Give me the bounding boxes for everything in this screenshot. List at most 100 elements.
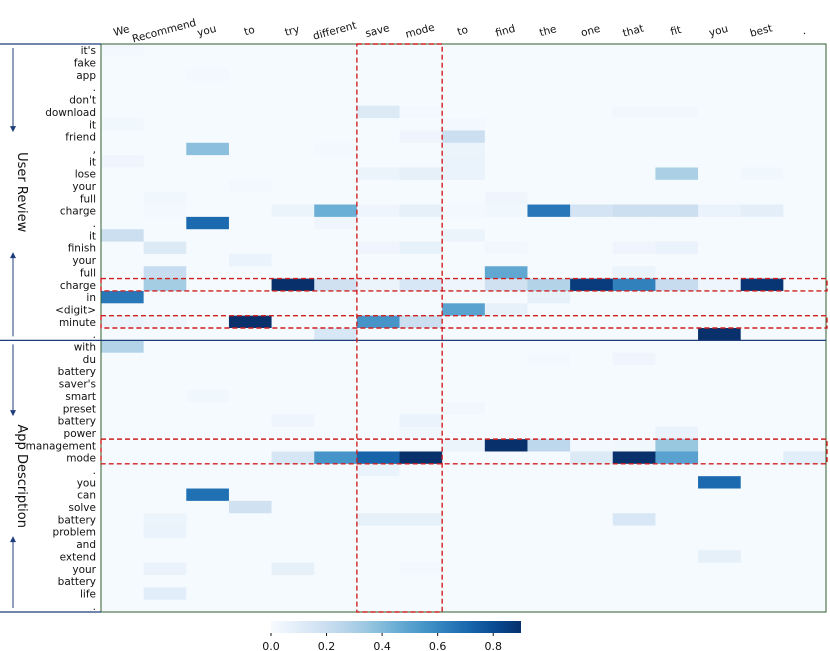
heatmap-cell: [186, 290, 230, 304]
heatmap-cell: [101, 426, 145, 440]
heatmap-cell: [740, 303, 784, 317]
heatmap-cell: [442, 587, 486, 601]
heatmap-cell: [484, 253, 528, 267]
heatmap-cell: [271, 229, 315, 242]
heatmap-cell: [570, 81, 614, 94]
heatmap-cell: [655, 315, 699, 329]
heatmap-cell: [527, 204, 571, 218]
heatmap-cell: [356, 426, 400, 440]
heatmap-cell: [740, 414, 784, 428]
heatmap-cell: [143, 365, 187, 378]
heatmap-cell: [612, 105, 656, 119]
heatmap-cell: [101, 352, 145, 366]
heatmap-cell: [356, 266, 400, 280]
heatmap-cell: [356, 68, 400, 82]
y-tick-label: mode: [66, 453, 96, 465]
heatmap-cell: [101, 118, 145, 131]
heatmap-cell: [356, 550, 400, 564]
heatmap-cell: [442, 599, 486, 613]
heatmap-cell: [186, 155, 230, 168]
y-tick-label: .: [93, 329, 96, 341]
y-tick-label: it: [89, 230, 96, 242]
heatmap-cell: [442, 81, 486, 94]
heatmap-cell: [143, 389, 187, 403]
group-arrowhead: [10, 252, 16, 259]
heatmap-cell: [143, 340, 187, 354]
heatmap-cell: [186, 513, 230, 526]
colorbar-tick-label: 0.0: [262, 640, 280, 651]
y-tick-label: your: [72, 255, 96, 267]
heatmap-cell: [228, 476, 272, 489]
heatmap-cell: [356, 142, 400, 156]
heatmap-cell: [143, 68, 187, 82]
highlight-column-box: [356, 43, 443, 613]
heatmap-cell: [314, 599, 358, 613]
heatmap-cell: [271, 414, 315, 428]
heatmap-cell: [186, 192, 230, 205]
heatmap-cell: [143, 587, 187, 601]
heatmap-cell: [612, 439, 656, 452]
heatmap-cell: [612, 463, 656, 477]
heatmap-cell: [314, 142, 358, 156]
heatmap-cell: [271, 488, 315, 502]
heatmap-cell: [740, 315, 784, 329]
heatmap-cell: [143, 105, 187, 119]
y-tick-label: preset: [63, 403, 96, 415]
heatmap-cell: [698, 266, 742, 280]
heatmap-cell: [655, 155, 699, 168]
heatmap-cell: [655, 574, 699, 588]
heatmap-cell: [143, 93, 187, 107]
heatmap-cell: [186, 142, 230, 156]
heatmap-cell: [484, 105, 528, 119]
heatmap-cell: [356, 513, 400, 526]
heatmap-cell: [314, 56, 358, 70]
heatmap-cell: [228, 488, 272, 502]
colorbar: 0.0 0.2 0.4 0.6 0.8: [262, 621, 521, 651]
heatmap-cell: [612, 118, 656, 131]
heatmap-cell: [783, 130, 827, 144]
heatmap-cell: [399, 216, 443, 230]
heatmap-cell: [740, 204, 784, 218]
heatmap-cell: [271, 93, 315, 107]
heatmap-cell: [570, 167, 614, 181]
heatmap-cell: [698, 365, 742, 378]
heatmap-cell: [783, 402, 827, 415]
heatmap-cell: [186, 476, 230, 489]
heatmap-cell: [314, 68, 358, 82]
heatmap-cell: [356, 204, 400, 218]
y-tick-label: and: [76, 539, 96, 551]
heatmap-cell: [101, 216, 145, 230]
heatmap-cell: [783, 365, 827, 378]
heatmap-cell: [442, 278, 486, 292]
heatmap-cell: [399, 105, 443, 119]
heatmap-cell: [783, 426, 827, 440]
heatmap-cell: [101, 81, 145, 94]
heatmap-cell: [143, 216, 187, 230]
heatmap-cell: [271, 56, 315, 70]
heatmap-cell: [314, 130, 358, 144]
heatmap-cell: [484, 537, 528, 551]
heatmap-cell: [655, 290, 699, 304]
heatmap-cell: [356, 377, 400, 391]
heatmap-cell: [740, 377, 784, 391]
heatmap-cell: [783, 328, 827, 341]
heatmap-cell: [442, 414, 486, 428]
heatmap-cell: [101, 389, 145, 403]
heatmap-cell: [271, 402, 315, 415]
heatmap-cell: [101, 204, 145, 218]
heatmap-cell: [314, 389, 358, 403]
heatmap-cell: [783, 229, 827, 242]
heatmap-cell: [783, 93, 827, 107]
heatmap-cell: [356, 599, 400, 613]
heatmap-cell: [612, 192, 656, 205]
heatmap-cell: [314, 574, 358, 588]
heatmap-cell: [698, 439, 742, 452]
heatmap-cell: [740, 179, 784, 193]
y-token-labels: it'sfakeapp.don'tdownloaditfriend,itlose…: [26, 45, 97, 613]
y-tick-label: download: [45, 107, 96, 119]
heatmap-cell: [101, 44, 145, 57]
heatmap-cell: [228, 216, 272, 230]
heatmap-cell: [612, 81, 656, 94]
heatmap-cell: [101, 574, 145, 588]
